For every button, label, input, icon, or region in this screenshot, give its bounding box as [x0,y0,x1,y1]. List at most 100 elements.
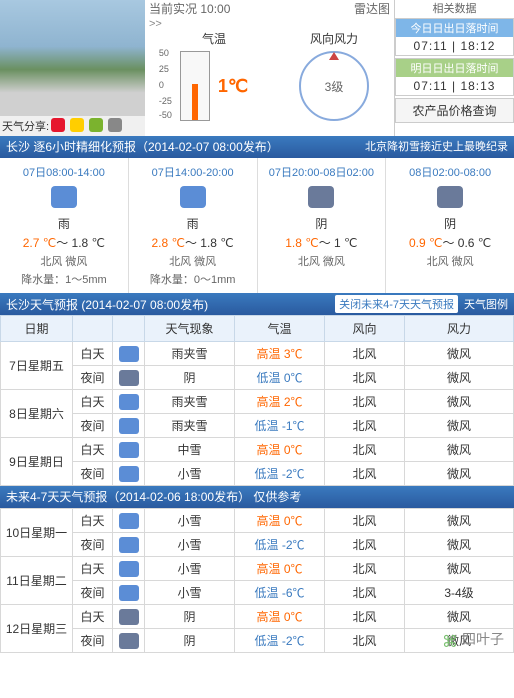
temp-cell: 高温 2℃ [235,390,325,414]
condition: 雨 [2,215,126,232]
future-bar: 未来4-7天天气预报（2014-02-06 18:00发布） 仅供参考 [0,486,514,508]
forecast-row: 11日星期二白天小雪高温 0℃北风微风 [1,557,514,581]
wind-force: 微风 [405,533,514,557]
phenomenon: 中雪 [145,438,235,462]
daynight: 夜间 [73,462,113,486]
now-time: 10:00 [200,2,230,16]
sun-today-title: 今日日出日落时间 [396,19,513,37]
date-cell: 7日星期五 [1,342,73,390]
th-date: 日期 [1,316,73,342]
weather-icon [180,186,206,208]
date-cell: 9日星期日 [1,438,73,486]
daynight: 夜间 [73,414,113,438]
wind: 北风 微风 [260,253,384,269]
qzone-icon[interactable] [70,118,84,132]
temp-cell: 低温 -2℃ [235,462,325,486]
wind-dir: 北风 [325,414,405,438]
wind-label: 风向风力 [279,30,389,47]
weather-icon [119,442,139,458]
daynight: 白天 [73,605,113,629]
sun-tomorrow-time: 07:11 | 18:13 [396,77,513,95]
share-label: 天气分享: [2,118,49,134]
weather-icon [308,186,334,208]
daynight: 夜间 [73,581,113,605]
wind-force: 微风 [405,342,514,366]
daynight: 夜间 [73,533,113,557]
daynight: 白天 [73,438,113,462]
weather-icon [119,466,139,482]
wind-dir: 北风 [325,438,405,462]
radar-link[interactable]: 雷达图 [354,0,390,18]
weather-icon [119,537,139,553]
forecast-row: 7日星期五白天雨夹雪高温 3℃北风微风 [1,342,514,366]
forecast-row: 12日星期三白天阴高温 0℃北风微风 [1,605,514,629]
daynight: 白天 [73,390,113,414]
hour6-col: 07日20:00-08日02:00 阴 1.8 ℃～ 1 ℃ 北风 微风 [258,158,387,293]
weather-icon [119,513,139,529]
temp-cell: 低温 0℃ [235,366,325,390]
legend-link[interactable]: 天气图例 [464,296,508,312]
clover-icon [442,632,458,648]
hour6-title: 长沙 逐6小时精细化预报（2014-02-07 08:00发布） [6,136,279,158]
related-header: 相关数据 [395,0,514,18]
watermark: 四叶子 [0,629,514,649]
weibo-icon[interactable] [51,118,65,132]
condition: 阴 [260,215,384,232]
weather-icon [437,186,463,208]
temp-cell: 高温 0℃ [235,605,325,629]
temp-value: 1℃ [218,76,248,97]
temp-label: 气温 [149,30,279,47]
phenomenon: 雨夹雪 [145,342,235,366]
agri-price-button[interactable]: 农产品价格查询 [395,98,514,123]
weather-icon [119,370,139,386]
forecast-title: 长沙天气预报 (2014-02-07 08:00发布) [6,296,208,313]
news-link[interactable]: 北京降初雪接近史上最晚纪录 [365,136,508,158]
more-share-icon[interactable] [108,118,122,132]
temp-cell: 低温 -1℃ [235,414,325,438]
wind-force: 微风 [405,390,514,414]
arrows[interactable]: >> [149,18,390,30]
wind-force: 微风 [405,557,514,581]
weather-icon [119,609,139,625]
hour6-time: 07日14:00-20:00 [131,164,255,180]
temps: 0.9 ℃～ 0.6 ℃ [388,234,512,251]
close-future-link[interactable]: 关闭未来4-7天天气预报 [335,295,458,313]
daynight: 夜间 [73,366,113,390]
sun-today-time: 07:11 | 18:12 [396,37,513,55]
condition: 雨 [131,215,255,232]
weather-icon [119,346,139,362]
hour6-time: 07日08:00-14:00 [2,164,126,180]
wechat-icon[interactable] [89,118,103,132]
th-force: 风力 [405,316,514,342]
wind: 北风 微风 [131,253,255,269]
date-cell: 11日星期二 [1,557,73,605]
temps: 1.8 ℃～ 1 ℃ [260,234,384,251]
wind-dir: 北风 [325,557,405,581]
weather-icon [119,585,139,601]
daynight: 白天 [73,557,113,581]
forecast-row: 夜间小雪低温 -2℃北风微风 [1,533,514,557]
temps: 2.7 ℃～ 1.8 ℃ [2,234,126,251]
wind-dir: 北风 [325,533,405,557]
phenomenon: 阴 [145,366,235,390]
wind-dir: 北风 [325,462,405,486]
wind-dir: 北风 [325,390,405,414]
temp-cell: 低温 -6℃ [235,581,325,605]
date-cell: 8日星期六 [1,390,73,438]
wind-force: 微风 [405,366,514,390]
th-temp: 气温 [235,316,325,342]
phenomenon: 小雪 [145,581,235,605]
forecast-row: 9日星期日白天中雪高温 0℃北风微风 [1,438,514,462]
wind-force: 微风 [405,605,514,629]
weather-icon [119,418,139,434]
wind-dir: 北风 [325,581,405,605]
now-label: 当前实况 [149,2,197,16]
wind-dir: 北风 [325,342,405,366]
condition: 阴 [388,215,512,232]
share-row: 天气分享: [0,116,145,136]
forecast-row: 夜间小雪低温 -2℃北风微风 [1,462,514,486]
temp-cell: 低温 -2℃ [235,533,325,557]
temp-cell: 高温 3℃ [235,342,325,366]
date-cell: 10日星期一 [1,509,73,557]
forecast-row: 夜间小雪低温 -6℃北风3-4级 [1,581,514,605]
